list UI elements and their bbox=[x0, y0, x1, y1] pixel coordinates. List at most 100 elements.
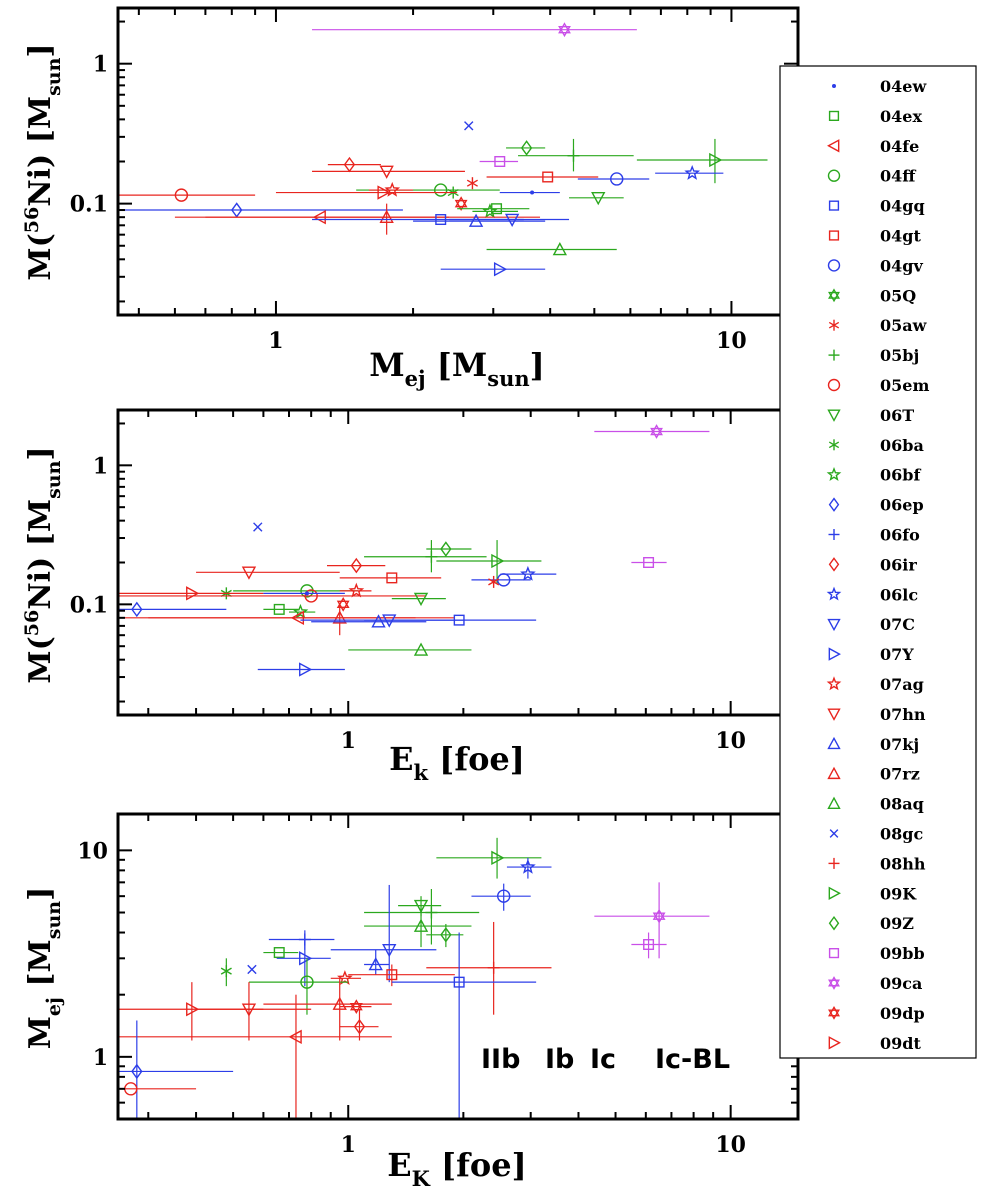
point-06lc bbox=[500, 565, 557, 581]
point-09bb bbox=[631, 932, 667, 959]
legend-item-09z: 09Z bbox=[828, 914, 914, 933]
point-04gt bbox=[339, 572, 442, 584]
point-07ag bbox=[330, 970, 362, 986]
legend-item-07y: 07Y bbox=[828, 645, 914, 664]
point-04ew bbox=[499, 190, 560, 195]
point-08aq bbox=[364, 909, 472, 948]
point-07c bbox=[449, 213, 570, 227]
legend-label: 08hh bbox=[880, 854, 926, 873]
legend-label: 06T bbox=[880, 406, 914, 425]
y-tick-label: 0.1 bbox=[70, 592, 108, 618]
legend-label: 06ba bbox=[880, 436, 924, 455]
legend-marker-diamond-icon bbox=[828, 497, 840, 512]
point-07rz bbox=[263, 978, 392, 1041]
legend-marker-circle-icon bbox=[827, 378, 841, 392]
legend-label: 09ca bbox=[880, 974, 922, 993]
legend-marker-star-icon bbox=[826, 586, 842, 601]
panel-3-plot-area bbox=[118, 837, 710, 1119]
point-04gv bbox=[471, 883, 531, 911]
legend-label: 06lc bbox=[880, 585, 918, 604]
legend-label: 07rz bbox=[880, 765, 920, 784]
legend-label: 04ff bbox=[880, 167, 916, 186]
legend-item-09dp: 09dp bbox=[828, 1004, 925, 1023]
legend-item-04ex: 04ex bbox=[828, 107, 922, 126]
point-05em bbox=[118, 589, 427, 603]
legend-label: 06fo bbox=[880, 526, 920, 545]
point-06t bbox=[569, 192, 624, 206]
y-tick-label: 0.1 bbox=[70, 192, 108, 218]
panel-2-y-axis-title: M(56Ni) [Msun] bbox=[21, 446, 65, 683]
point-04ff bbox=[248, 958, 349, 1015]
point-06ir bbox=[327, 156, 381, 173]
legend-item-08hh: 08hh bbox=[828, 854, 926, 873]
legend-marker-star-icon bbox=[826, 676, 842, 691]
legend-item-07ag: 07ag bbox=[826, 675, 924, 694]
point-07c bbox=[330, 884, 437, 983]
point-09dp bbox=[339, 999, 372, 1015]
legend-marker-tri-right-icon bbox=[828, 647, 841, 661]
legend-item-05bj: 05bj bbox=[828, 346, 919, 365]
legend-item-04gv: 04gv bbox=[827, 256, 923, 275]
legend-item-09bb: 09bb bbox=[828, 944, 925, 963]
legend-label: 07kj bbox=[880, 735, 919, 754]
panel-3-x-axis-title: EK [foe] bbox=[387, 1146, 527, 1191]
panel-2-frame bbox=[116, 408, 800, 717]
legend-item-04ew: 04ew bbox=[832, 77, 927, 96]
legend-item-08aq: 08aq bbox=[827, 795, 924, 814]
legend-marker-tri-up-icon bbox=[827, 766, 841, 780]
legend-item-06t: 06T bbox=[827, 406, 914, 425]
point-09bb bbox=[631, 557, 667, 569]
panel-2-tick-labels: 1 10 0.1 1 bbox=[70, 453, 746, 754]
point-05bj bbox=[364, 540, 487, 573]
point-04gt bbox=[486, 171, 599, 183]
panel-2-plot-area bbox=[118, 424, 710, 677]
panel-mni-vs-ek: 1 10 0.1 1 Ek [foe] M(56Ni) [Msun] bbox=[21, 408, 800, 785]
point-08hh bbox=[426, 921, 552, 1015]
legend-item-04fe: 04fe bbox=[827, 137, 919, 156]
point-06bf bbox=[289, 603, 316, 619]
legend-label: 07C bbox=[880, 615, 915, 634]
legend-label: 08aq bbox=[880, 795, 924, 814]
legend-marker-circle-icon bbox=[827, 259, 841, 272]
legend-marker-hexagram-icon bbox=[828, 288, 840, 303]
legend-label: 08gc bbox=[880, 825, 923, 844]
type-label-ic: Ic bbox=[590, 1044, 616, 1075]
legend-item-04gq: 04gq bbox=[828, 197, 925, 216]
x-tick-label: 1 bbox=[341, 728, 356, 754]
legend-item-06bf: 06bf bbox=[826, 466, 921, 485]
x-tick-label: 10 bbox=[715, 1132, 746, 1158]
point-06lc bbox=[506, 857, 552, 879]
point-07y bbox=[440, 262, 546, 277]
panel-2-ticks bbox=[118, 410, 798, 715]
legend-item-09k: 09K bbox=[828, 884, 917, 903]
point-09k bbox=[436, 837, 542, 879]
panel-2-x-axis-title: Ek [foe] bbox=[389, 740, 525, 785]
point-06ep bbox=[118, 601, 227, 618]
point-04gq bbox=[391, 932, 537, 1119]
panel-1-y-axis-title: M(56Ni) [Msun] bbox=[21, 43, 65, 280]
point-05em bbox=[118, 1082, 197, 1096]
legend-label: 04gt bbox=[880, 227, 921, 246]
point-07hn bbox=[312, 165, 465, 179]
legend-marker-tri-right-icon bbox=[828, 1036, 841, 1050]
legend-label: 07Y bbox=[880, 645, 914, 664]
point-09z bbox=[426, 541, 472, 557]
legend-marker-plus-icon bbox=[828, 857, 840, 869]
legend-marker-asterisk-icon bbox=[828, 319, 840, 331]
legend-marker-diamond-icon bbox=[828, 557, 840, 572]
legend-marker-square-icon bbox=[828, 200, 840, 211]
legend-item-06fo: 06fo bbox=[828, 526, 920, 545]
point-09bb bbox=[479, 155, 519, 167]
legend-item-07c: 07C bbox=[827, 615, 915, 634]
legend-item-07hn: 07hn bbox=[827, 705, 926, 724]
legend-label: 05Q bbox=[880, 286, 916, 305]
point-08gc bbox=[247, 964, 257, 975]
point-08aq bbox=[348, 642, 472, 656]
legend-item-06ir: 06ir bbox=[828, 555, 917, 574]
legend-label: 04gq bbox=[880, 197, 925, 216]
point-05bj bbox=[364, 888, 480, 945]
legend-label: 06bf bbox=[880, 466, 921, 485]
legend-label: 05aw bbox=[880, 316, 928, 335]
legend-marker-tri-left-icon bbox=[827, 139, 840, 153]
